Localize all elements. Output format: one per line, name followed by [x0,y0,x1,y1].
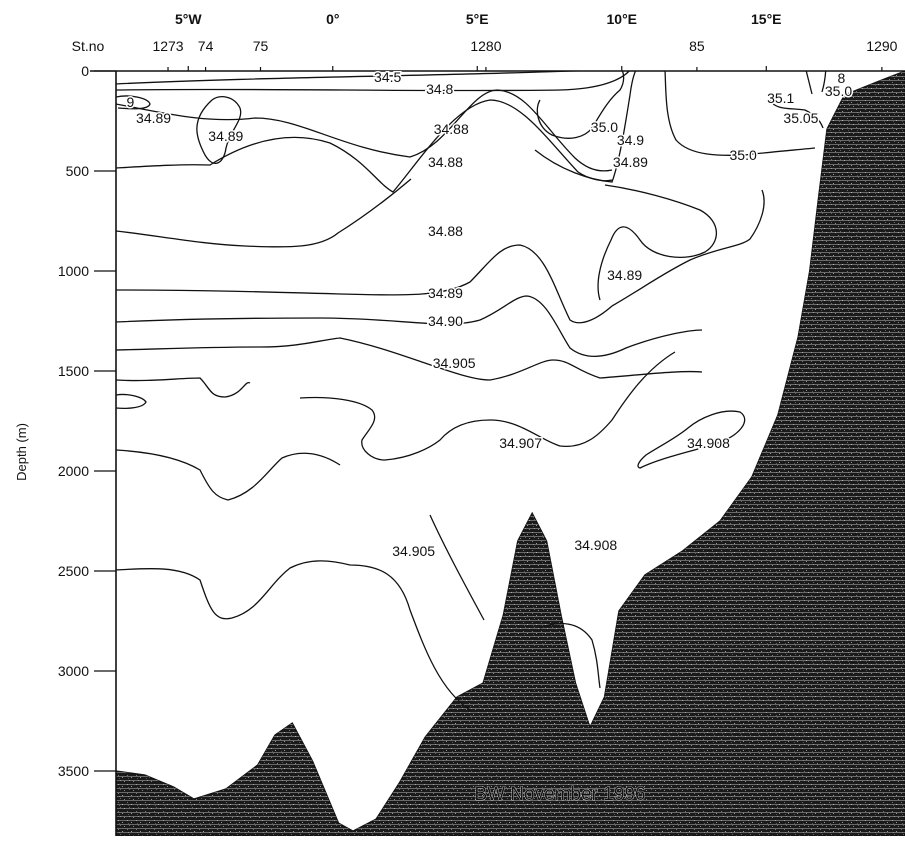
contour-label: 34.8 [426,81,453,97]
contour-34-905-lower [116,560,471,711]
contour-label: 34.905 [392,543,435,559]
y-tick-label: 1500 [58,363,89,379]
contour-34-907-diag [429,514,485,621]
contour-label: 35.0 [825,83,852,99]
seafloor-stripes [116,71,905,836]
contour-label: 34.5 [374,69,401,85]
y-tick-label: 500 [66,163,90,179]
y-tick-label: 2500 [58,563,89,579]
y-axis: 0 500 1000 1500 2000 2500 3000 3500 Depth (m) [14,63,117,836]
y-tick-label: 0 [81,63,89,79]
station-label: 1290 [866,38,897,54]
station-labels: 1273 74 75 1280 85 1290 [152,38,898,71]
contour-34-905 [116,337,703,381]
contour-34-908 [637,410,746,469]
contour-label: 34.905 [433,355,476,371]
contour-34-907-left-loop [116,449,341,501]
contour-label: 8 [838,70,846,86]
station-label: 74 [198,38,214,54]
contour-label: 34.88 [428,223,463,239]
contour-34-89-tongue [597,184,718,301]
contour-34-9 [534,71,637,183]
contour-35-0 [664,71,816,157]
contour-34-88-upper [116,89,613,172]
contour-34-908-lower [539,622,601,689]
contour-label: 34.89 [428,285,463,301]
contour-34-905-left-loop [116,377,251,398]
contour-label: 34.89 [613,154,648,170]
station-label: 1280 [470,38,501,54]
y-tick-label: 2000 [58,463,89,479]
contour-label: 35.0 [730,147,757,163]
contour-35-1 [805,71,813,95]
contour-34-89-loop [196,96,242,164]
contour-35-05 [769,99,824,129]
contour-label: 35.05 [783,110,818,126]
contour-34-88-lower [116,99,613,193]
contour-label: 34.90 [428,313,463,329]
contour-label: 34.908 [574,537,617,553]
station-label: 75 [253,38,269,54]
contour-34-8 [116,71,631,92]
y-tick-label: 1000 [58,263,89,279]
seafloor-layer [116,71,905,836]
contour-34-89-right [611,189,765,307]
contour-label: 34.9 [617,132,644,148]
x-tick-label: 5°W [175,11,202,27]
x-axis-top: 5°W 0° 5°E 10°E 15°E St.no 1273 74 75 1280 85 129… [72,11,905,72]
contour-34-89-small [116,95,151,110]
contour-34-89 [116,244,613,324]
contour-label: 34.88 [434,121,469,137]
contour-34-88-mid [116,178,412,248]
x-tick-label: 10°E [607,11,638,27]
contour-label: 35.1 [767,90,794,106]
contour-35-0-small [536,71,625,139]
contour-label: 34.88 [428,154,463,170]
x-ticks: 5°W 0° 5°E 10°E 15°E [175,11,782,71]
y-tick-label: 3500 [58,763,89,779]
contour-34-90 [116,295,703,357]
x-tick-label: 15°E [751,11,782,27]
contour-8 [821,71,827,93]
contour-34-907 [299,351,676,461]
contour-label: 34.89 [607,267,642,283]
annotation-label: BW November 1996 [474,784,645,805]
station-label: 1273 [152,38,183,54]
contour-34-905-small [116,393,147,409]
y-ticks: 0 500 1000 1500 2000 2500 3000 3500 [58,63,116,779]
y-tick-label: 3000 [58,663,89,679]
contour-34-5 [116,71,597,85]
x-tick-label: 5°E [466,11,489,27]
station-label: 85 [689,38,705,54]
contour-lines [116,71,827,711]
contour-label: 34.89 [208,128,243,144]
y-axis-label: Depth (m) [14,423,29,481]
contour-label: 34.907 [499,435,542,451]
contour-label: 34.908 [687,435,730,451]
x-tick-label: 0° [326,11,339,27]
contour-label: 35.0 [591,119,618,135]
contour-label: 34.89 [136,110,171,126]
station-header: St.no [72,38,105,54]
contour-label: 9 [127,94,135,110]
